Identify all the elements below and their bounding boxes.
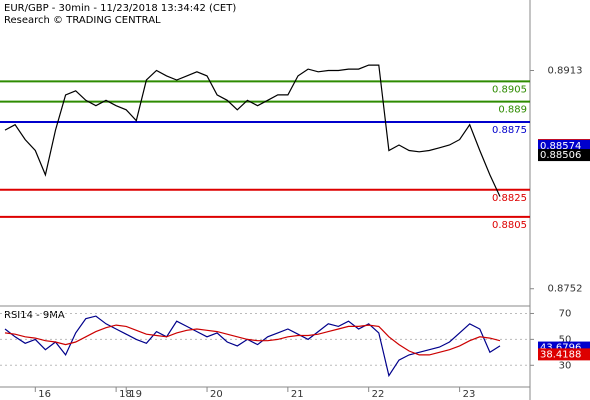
value-tag-label: 43.6796 (540, 343, 581, 354)
x-tick-label: 21 (291, 389, 304, 400)
x-tick-label: 20 (210, 389, 223, 400)
level-label: 0.8875 (492, 125, 527, 136)
y-tick-label: 30 (559, 360, 572, 371)
x-tick-label: 18 (119, 389, 132, 400)
level-label: 0.8905 (492, 84, 527, 95)
level-label: 0.889 (498, 105, 527, 116)
x-tick-label: 19 (129, 389, 142, 400)
chart-subtitle: Research © TRADING CENTRAL (4, 15, 161, 26)
y-tick-label: 0.8752 (548, 284, 583, 295)
value-tag-label: 0.88574 (540, 141, 581, 152)
value-tag-label: 0.88506 (540, 150, 581, 161)
y-tick-label: 50 (559, 334, 572, 345)
y-tick-label: 70 (559, 308, 572, 319)
chart-title: EUR/GBP - 30min - 11/23/2018 13:34:42 (C… (4, 3, 236, 14)
value-tag (538, 348, 590, 361)
series-line (4, 324, 501, 356)
value-tag (538, 149, 590, 162)
series-line (4, 64, 501, 197)
value-tag-label: 38.4188 (540, 349, 581, 360)
x-tick-label: 22 (372, 389, 385, 400)
level-label: 0.8825 (492, 193, 527, 204)
series-line (4, 315, 501, 378)
level-label: 0.8805 (492, 220, 527, 231)
x-tick-label: 23 (463, 389, 476, 400)
y-tick-label: 0.8913 (548, 65, 583, 76)
x-tick-label: 16 (38, 389, 51, 400)
panel-title: RSI14 - 9MA (4, 310, 65, 321)
value-tag (538, 139, 590, 152)
